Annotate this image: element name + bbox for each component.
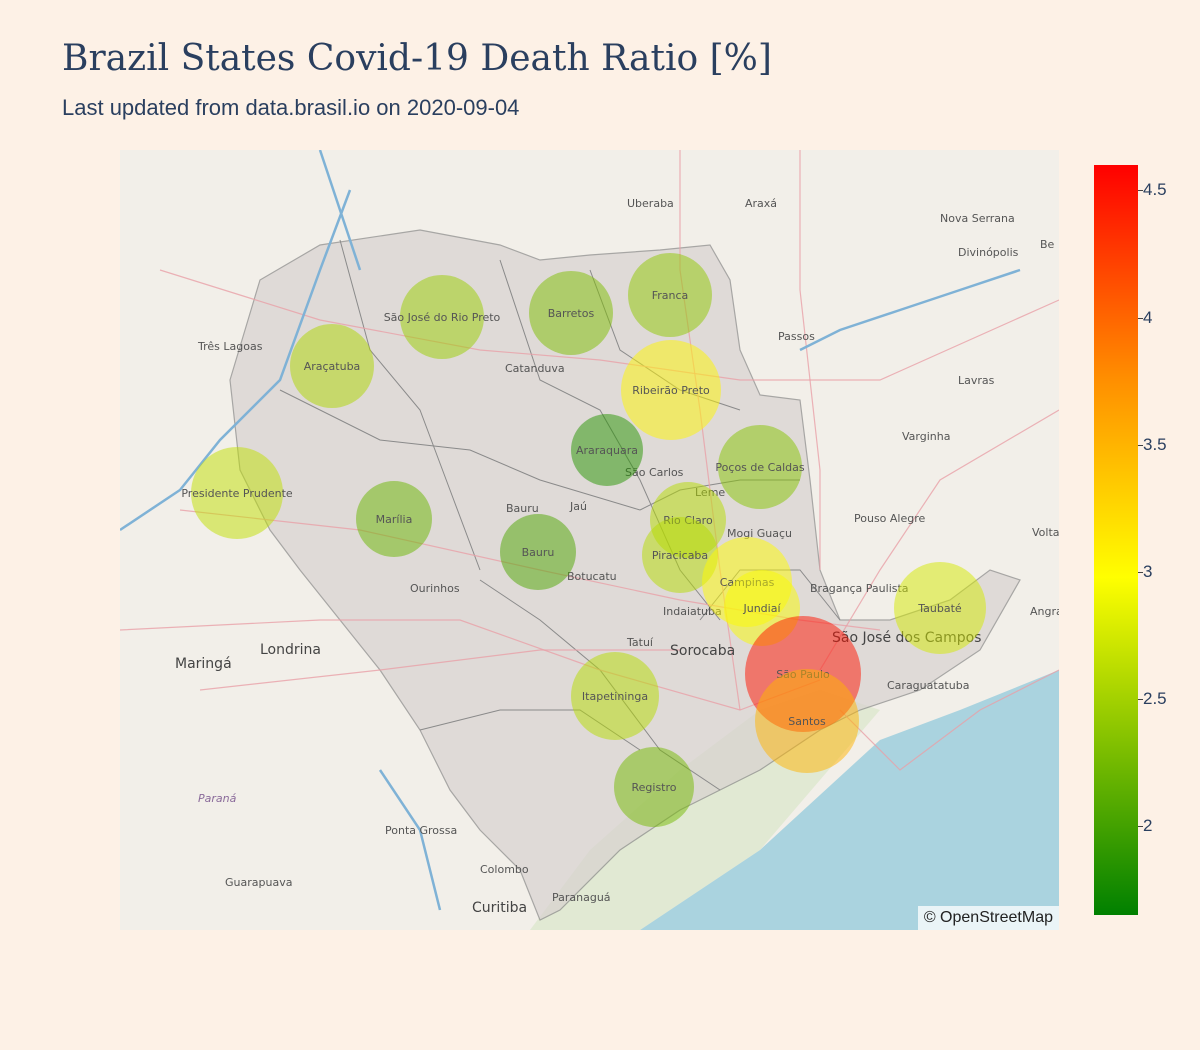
colorbar-tick: 2 <box>1137 816 1153 836</box>
place-label: Tatuí <box>626 636 654 649</box>
bubble-mar-lia[interactable] <box>356 481 432 557</box>
colorbar-tick: 3.5 <box>1138 434 1167 454</box>
bubble-label: São José do Rio Preto <box>384 311 501 324</box>
map-attribution[interactable]: © OpenStreetMap <box>917 906 1059 930</box>
bubble-barretos[interactable] <box>529 271 613 355</box>
place-label: Bauru <box>506 502 539 515</box>
bubble-po-os-de-caldas[interactable] <box>718 425 802 509</box>
place-label: Paraná <box>198 792 237 805</box>
bubble-label: Presidente Prudente <box>181 487 293 500</box>
bubble-label: Santos <box>788 715 826 728</box>
place-label: Nova Serrana <box>940 212 1015 225</box>
region-border <box>339 239 481 571</box>
bubble-label: Barretos <box>548 307 595 320</box>
bubble-label: Bauru <box>522 546 555 559</box>
bubble-santos[interactable] <box>755 669 859 773</box>
place-label: Divinópolis <box>958 246 1019 259</box>
bubble-bauru[interactable] <box>500 514 576 590</box>
place-label: Be <box>1040 238 1055 251</box>
map-canvas[interactable]: Uberaba Araxá Nova Serrana Divinópolis Três … <box>120 150 1059 930</box>
bubble-ribeir-o-preto[interactable] <box>621 340 721 440</box>
bubble-label: Piracicaba <box>652 549 708 562</box>
place-label: Caraguatatuba <box>887 679 969 692</box>
basemap-layer <box>120 150 1059 930</box>
place-label: Guarapuava <box>225 876 292 889</box>
place-label: Indaiatuba <box>663 605 722 618</box>
page-title: Brazil States Covid-19 Death Ratio [%] <box>62 38 772 79</box>
bubble-taubat-[interactable] <box>894 562 986 654</box>
road <box>819 409 1059 671</box>
bubble-label: Registro <box>631 781 676 794</box>
place-label: Bragança Paulista <box>810 582 909 595</box>
place-label: Maringá <box>175 656 232 672</box>
place-label: Botucatu <box>567 570 617 583</box>
ocean <box>640 670 1059 930</box>
road <box>120 619 821 711</box>
place-label: Três Lagoas <box>197 340 263 353</box>
colorbar-tick: 3 <box>1137 561 1153 581</box>
place-label: Volta <box>1032 526 1059 539</box>
bubble-registro[interactable] <box>614 747 694 827</box>
road <box>159 269 1059 381</box>
place-label: Colombo <box>480 863 529 876</box>
place-label: São Carlos <box>625 466 684 479</box>
place-label: Araxá <box>745 197 777 210</box>
place-label: Mogi Guaçu <box>727 527 792 540</box>
road <box>839 669 1059 771</box>
bubble-label: Marília <box>376 513 413 526</box>
bubble-label: Poços de Caldas <box>715 461 804 474</box>
bubble-araraquara[interactable] <box>571 414 643 486</box>
colorbar-tick: 4.5 <box>1138 180 1167 200</box>
map-area[interactable]: Uberaba Araxá Nova Serrana Divinópolis Três … <box>120 150 1059 930</box>
bubble-label: Jundiaí <box>742 602 781 615</box>
bubble-label: Franca <box>652 289 689 302</box>
bubble-label: Araçatuba <box>304 360 361 373</box>
river <box>318 150 362 271</box>
bubble-label: Taubaté <box>917 602 962 615</box>
bubble-label: Itapetininga <box>582 690 648 703</box>
bubble-franca[interactable] <box>628 253 712 337</box>
river <box>799 268 1021 352</box>
place-label: Sorocaba <box>670 643 735 659</box>
place-label: Paranaguá <box>552 891 611 904</box>
place-label: Passos <box>778 330 815 343</box>
place-label: Uberaba <box>627 197 674 210</box>
river <box>120 189 352 532</box>
sao-paulo-state <box>229 229 1021 921</box>
colorbar <box>1094 165 1138 915</box>
bubble-itapetininga[interactable] <box>571 652 659 740</box>
place-label: Pouso Alegre <box>854 512 926 525</box>
region-border <box>279 389 641 511</box>
place-label: Varginha <box>902 430 950 443</box>
place-label: Lavras <box>958 374 995 387</box>
data-bubbles: São José do Rio Preto Barretos Franca Araça… <box>181 253 986 827</box>
bubble-ara-atuba[interactable] <box>290 324 374 408</box>
road <box>199 649 680 691</box>
place-label: Curitiba <box>472 900 527 916</box>
place-label: Angra dos Reis <box>1030 605 1059 618</box>
place-label: Ponta Grossa <box>385 824 457 837</box>
place-label: Ourinhos <box>410 582 460 595</box>
place-label: Londrina <box>260 642 321 658</box>
place-label: Catanduva <box>505 362 565 375</box>
bubble-presidente-prudente[interactable] <box>191 447 283 539</box>
page-subtitle: Last updated from data.brasil.io on 2020… <box>62 95 520 120</box>
bubble-label: Araraquara <box>576 444 638 457</box>
bubble-label: Ribeirão Preto <box>632 384 710 397</box>
bubble-s-o-jos-do-rio-preto[interactable] <box>400 275 484 359</box>
river <box>378 769 442 911</box>
place-label: Jaú <box>569 500 587 513</box>
colorbar-tick: 2.5 <box>1138 688 1167 708</box>
road <box>799 150 821 570</box>
colorbar-tick: 4 <box>1137 307 1153 327</box>
bubble-piracicaba[interactable] <box>642 517 718 593</box>
